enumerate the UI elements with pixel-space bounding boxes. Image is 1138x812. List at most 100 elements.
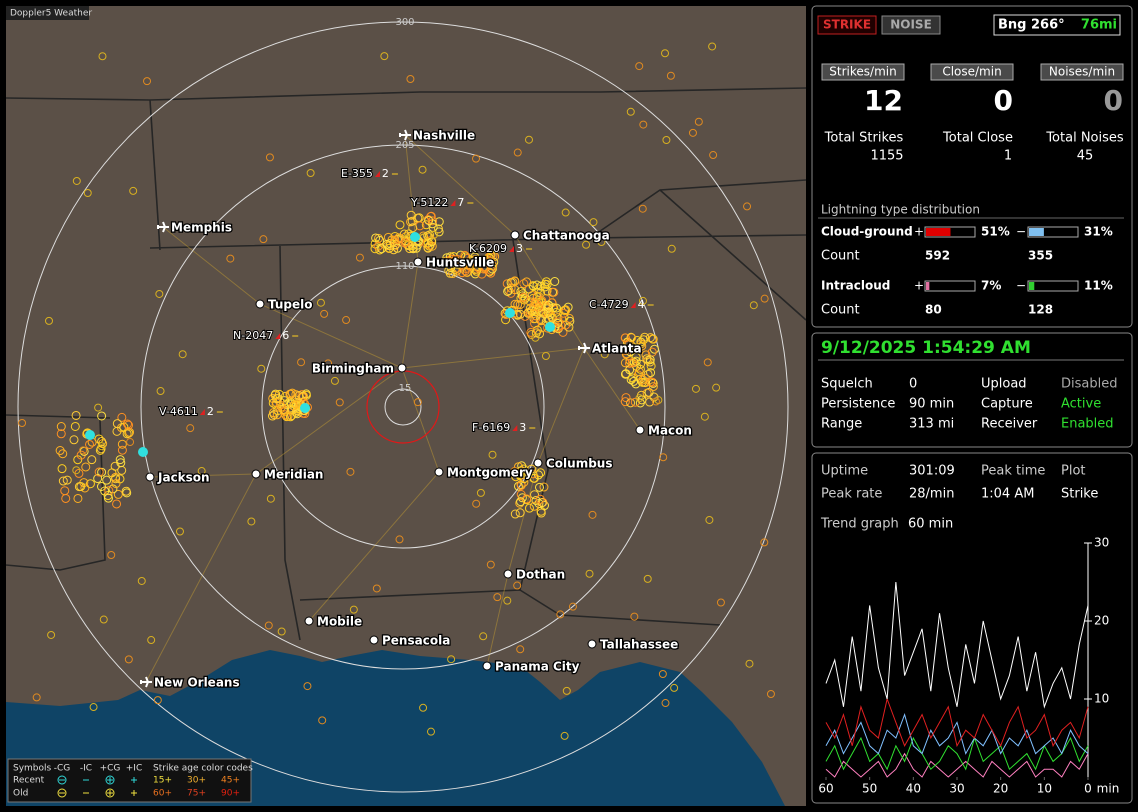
storm-arrow <box>450 200 456 206</box>
strike-button[interactable] <box>817 15 877 35</box>
strike-symbol <box>585 569 594 578</box>
strike-symbol <box>18 418 27 427</box>
strike-symbol <box>513 148 522 157</box>
strike-symbol <box>476 488 485 497</box>
strike-symbol <box>97 437 107 447</box>
storm-arrow <box>630 302 636 308</box>
bearing-box <box>993 14 1121 36</box>
strike-symbol <box>639 120 648 129</box>
strike-symbol <box>561 305 571 315</box>
strike-symbol <box>535 292 544 301</box>
strike-symbol <box>117 439 127 449</box>
strike-symbol <box>550 276 560 286</box>
strike-symbol <box>116 458 126 468</box>
storm-id: F-6169 <box>472 421 510 434</box>
strike-symbol <box>530 307 540 317</box>
storm-arrow <box>199 409 205 415</box>
city-label: Pensacola <box>382 634 450 648</box>
strike-symbol <box>648 334 658 344</box>
strike-symbol <box>525 297 535 307</box>
dist-count: 592 <box>925 249 950 263</box>
city-label: Memphis <box>171 221 232 235</box>
x-tick-label: 60 <box>818 782 833 796</box>
strike-symbol <box>472 499 481 508</box>
strike-symbol <box>111 474 121 484</box>
strike-symbol <box>342 316 351 325</box>
strike-symbol <box>501 315 511 325</box>
city-label: Mobile <box>317 615 362 629</box>
dist-name: Intracloud <box>821 279 890 293</box>
strike-symbol <box>428 216 438 226</box>
strike-symbol <box>544 300 554 310</box>
ring-label: 15 <box>399 383 412 394</box>
strike-symbol <box>539 482 549 492</box>
city-label: Nashville <box>413 129 475 143</box>
recent-strike <box>85 430 95 440</box>
strike-symbol <box>627 358 637 368</box>
total-value: 1 <box>1004 149 1012 164</box>
strike-symbol <box>103 493 113 503</box>
strike-symbol <box>407 216 417 226</box>
city-label: Macon <box>648 424 692 438</box>
city-dot <box>503 569 513 579</box>
strike-symbol <box>462 267 472 277</box>
strike-symbol <box>143 77 152 86</box>
legend: Symbols -CG -IC +CG +IC Strike age color code… <box>7 758 253 803</box>
strike-symbol <box>316 298 325 307</box>
strike-symbol <box>97 411 107 421</box>
strike-symbol <box>626 333 636 343</box>
strike-symbol <box>395 220 405 230</box>
city-dot <box>533 458 543 468</box>
storm-arrow <box>374 171 380 177</box>
map: 300 205 110 15 Nashville Memphis Chattanooga Hu… <box>6 6 806 806</box>
strike-symbol <box>529 309 539 319</box>
storm-count: 2 <box>207 405 214 418</box>
stat-label: Peak rate <box>821 487 882 502</box>
strike-symbol <box>320 309 329 318</box>
strike-symbol <box>531 333 540 342</box>
noise-button[interactable] <box>881 15 941 35</box>
city-label: Panama City <box>495 660 580 674</box>
strike-symbol <box>691 384 700 393</box>
strike-symbol <box>523 308 533 318</box>
strike-symbol <box>503 596 512 605</box>
strike-symbol <box>636 359 646 369</box>
strike-symbol <box>640 373 650 383</box>
strike-symbol <box>226 254 235 263</box>
strike-symbol <box>506 283 516 293</box>
strike-symbol <box>72 176 81 185</box>
strike-symbol <box>102 475 112 485</box>
strike-symbol <box>137 576 146 585</box>
strike-symbol <box>283 411 293 421</box>
ring-label: 110 <box>395 261 414 272</box>
strike-symbol <box>395 535 404 544</box>
strike-symbol <box>62 475 72 485</box>
strike-symbol <box>370 239 380 249</box>
strike-symbol <box>265 153 274 162</box>
strike-symbol <box>648 378 658 388</box>
strike-symbol <box>335 398 344 407</box>
strike-symbol <box>511 472 521 482</box>
dist-percent: 11% <box>1084 279 1113 293</box>
city-dot <box>251 469 261 479</box>
trend-line <box>825 712 1089 755</box>
noise-button-label: NOISE <box>890 18 932 32</box>
status-label: Capture <box>981 397 1033 412</box>
city-label: Meridian <box>264 468 323 482</box>
strike-symbol <box>646 368 656 378</box>
strike-symbol <box>85 439 95 449</box>
strike-symbol <box>716 598 725 607</box>
legend-symbol <box>107 790 113 796</box>
strike-symbol <box>630 612 639 621</box>
strike-symbol <box>766 689 775 698</box>
range-rings <box>17 21 789 793</box>
city-label: Birmingham <box>312 362 394 376</box>
strike-symbol <box>645 355 655 365</box>
strike-symbol <box>129 186 138 195</box>
strike-symbol <box>553 313 563 323</box>
strike-symbol <box>178 350 187 359</box>
strike-symbol <box>588 510 597 519</box>
y-tick-label: 10 <box>1094 692 1109 706</box>
strike-symbol <box>745 659 754 668</box>
strike-symbol <box>562 686 571 695</box>
